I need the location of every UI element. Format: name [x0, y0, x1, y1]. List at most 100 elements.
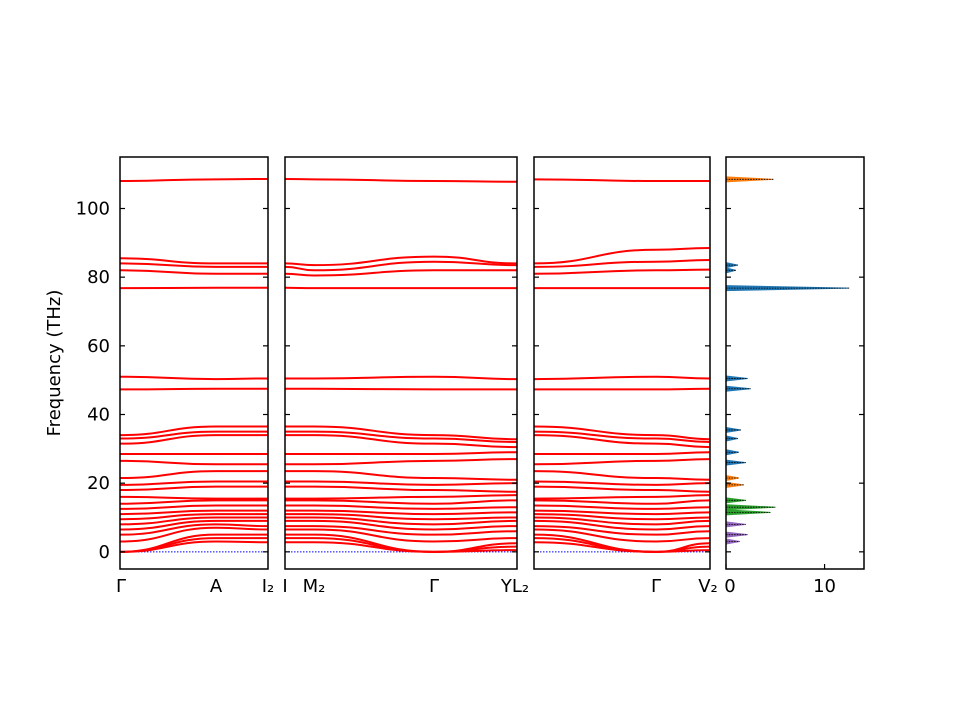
phonon-band-line	[533, 375, 711, 381]
phonon-band-line	[285, 504, 518, 510]
phonon-band-line	[119, 485, 268, 492]
phonon-band-line	[533, 541, 711, 553]
phonon-band-line	[533, 268, 711, 275]
phonon-band-line	[533, 246, 711, 265]
phonon-band-line	[119, 504, 268, 510]
phonon-band-line	[119, 499, 268, 505]
k-point-label: V₂	[698, 576, 718, 597]
phonon-band-line	[284, 470, 518, 481]
phonon-band-line	[119, 434, 268, 445]
phonon-band-line	[533, 516, 711, 526]
y-tick-label: 100	[76, 199, 110, 220]
phonon-band-line	[119, 509, 268, 516]
phonon-band-line	[533, 485, 711, 493]
phonon-band-line	[284, 425, 518, 441]
phonon-band-line	[533, 519, 711, 531]
phonon-band-line	[533, 425, 711, 441]
k-point-label: I₂	[262, 576, 275, 597]
phonon-band-line	[119, 526, 269, 543]
phonon-band-line	[533, 525, 711, 536]
phonon-band-line	[533, 504, 711, 510]
phonon-band-line	[284, 541, 518, 553]
phonon-band-line	[284, 260, 518, 272]
phonon-band-line	[285, 375, 518, 381]
phonon-band-line	[119, 459, 268, 466]
band-panel-2	[284, 156, 518, 570]
phonon-band-line	[284, 269, 517, 277]
phonon-band-line	[284, 434, 518, 449]
phonon-band-line	[285, 516, 518, 526]
phonon-band-line	[285, 451, 518, 455]
phonon-band-line	[533, 430, 711, 443]
k-point-label: Γ	[116, 576, 126, 597]
phonon-band-line	[119, 516, 268, 526]
dos-x-tick-label: 0	[724, 576, 735, 597]
y-tick-label: 0	[99, 542, 110, 563]
phonon-band-line	[119, 387, 268, 391]
dos-peak	[725, 426, 741, 434]
phonon-band-line	[533, 178, 710, 183]
phonon-band-line	[119, 523, 269, 536]
y-tick-label: 80	[87, 267, 110, 288]
phonon-band-line	[284, 177, 518, 183]
phonon-band-line	[285, 430, 518, 443]
y-tick-label: 60	[87, 336, 110, 357]
phonon-band-line	[533, 509, 711, 516]
phonon-band-line	[284, 485, 518, 493]
phonon-band-line	[533, 259, 711, 268]
phonon-band-line	[285, 458, 518, 466]
band-panel-3	[533, 156, 711, 570]
phonon-band-line	[285, 387, 517, 391]
phonon-band-line	[285, 513, 518, 521]
phonon-band-line	[285, 499, 518, 505]
phonon-band-line	[285, 494, 518, 500]
phonon-band-line	[534, 451, 711, 455]
phonon-band-line	[119, 177, 269, 183]
phonon-band-line	[284, 525, 518, 536]
phonon-band-line	[533, 528, 711, 543]
phonon-band-line	[533, 470, 711, 481]
y-tick-label: 20	[87, 473, 110, 494]
phonon-band-line	[119, 375, 269, 381]
phonon-band-line	[119, 513, 268, 521]
band-panel-1	[119, 156, 269, 570]
panel-frame	[284, 156, 518, 570]
phonon-band-line	[119, 269, 268, 275]
phonon-band-line	[285, 480, 518, 486]
dos-peak	[725, 176, 774, 183]
phonon-band-line	[534, 387, 711, 391]
phonon-band-line	[119, 480, 268, 486]
phonon-band-line	[119, 430, 268, 440]
phonon-band-line	[119, 257, 268, 265]
phonon-band-line	[119, 495, 268, 500]
k-point-label: YL₂	[500, 576, 529, 597]
phonon-band-line	[533, 513, 711, 521]
phonon-band-line	[285, 533, 518, 553]
phonon-band-line	[119, 425, 268, 437]
phonon-band-line	[119, 262, 268, 268]
dos-panel	[725, 156, 865, 570]
k-point-label: Γ	[651, 576, 661, 597]
dos-peak	[725, 285, 850, 292]
phonon-band-line	[533, 499, 711, 505]
phonon-band-line	[284, 509, 518, 516]
k-point-label: Γ	[429, 576, 439, 597]
y-tick-label: 40	[87, 405, 110, 426]
phonon-band-line	[284, 255, 518, 267]
y-axis-label: Frequency (THz)	[44, 290, 65, 437]
phonon-band-line	[533, 494, 711, 500]
phonon-band-line	[285, 528, 518, 543]
phonon-band-line	[119, 470, 268, 480]
phonon-band-line	[533, 458, 711, 466]
panel-frame	[119, 156, 269, 570]
phonon-band-line	[119, 540, 269, 553]
phonon-band-line	[533, 480, 711, 486]
phonon-band-line	[119, 519, 268, 531]
dos-frame	[725, 156, 865, 570]
k-point-label: M₂	[303, 576, 326, 597]
phonon-band-line	[285, 519, 518, 531]
k-point-label: I	[282, 576, 287, 597]
k-point-label: A	[210, 576, 223, 597]
phonon-band-line	[533, 434, 711, 449]
